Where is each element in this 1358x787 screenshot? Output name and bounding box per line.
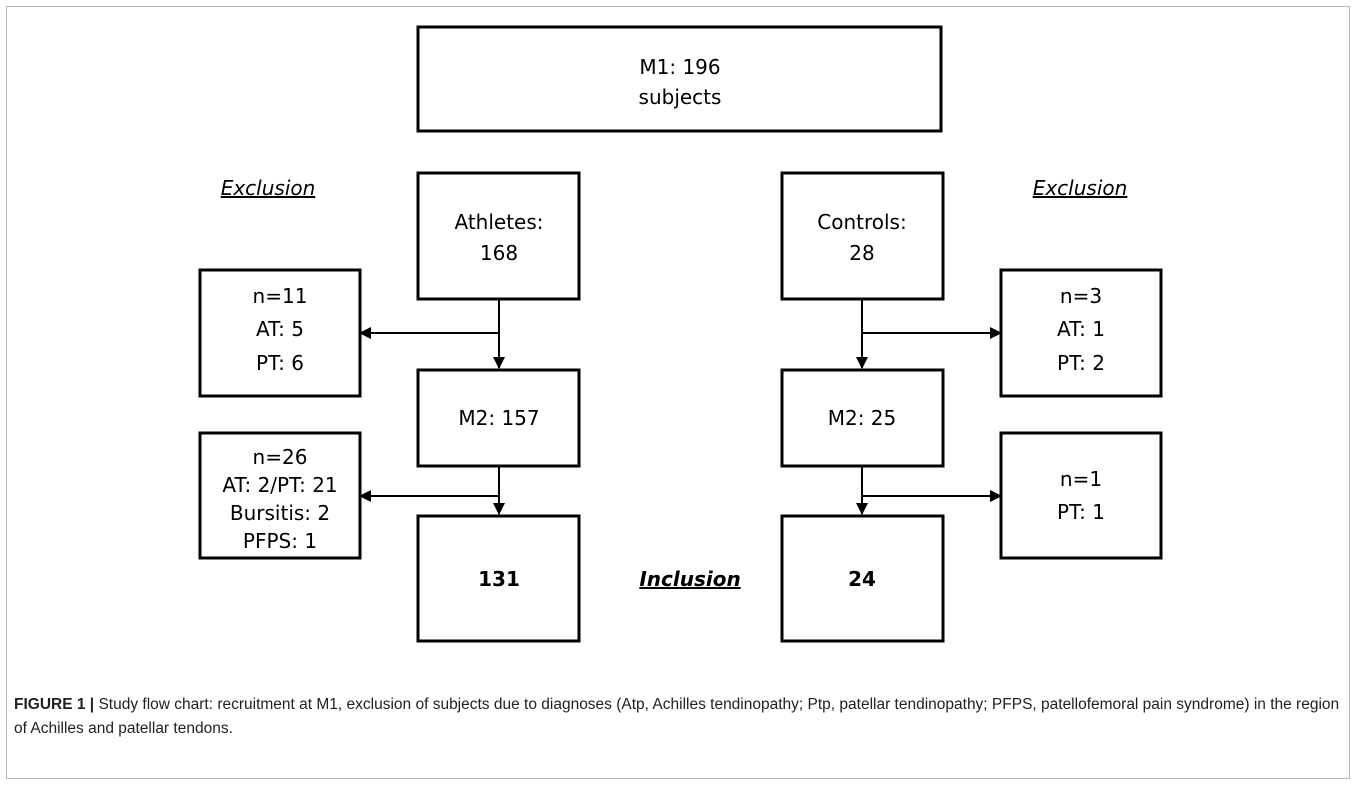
controls-excl1-line-3: PT: 2	[1057, 351, 1105, 375]
athletes-line-1: Athletes:	[454, 210, 543, 234]
controls-exclusion-1-box	[999, 268, 1163, 398]
athletes-box	[416, 171, 581, 301]
controls-line-1: Controls:	[817, 210, 906, 234]
athletes-excl1-line-2: AT: 5	[256, 317, 304, 341]
controls-excl2-line-1: n=1	[1060, 467, 1102, 491]
controls-m2-text: M2: 25	[828, 406, 897, 430]
athletes-excl2-line-1: n=26	[253, 445, 308, 469]
athletes-m2-text: M2: 157	[458, 406, 539, 430]
inclusion-label: Inclusion	[639, 567, 740, 591]
m1-box	[416, 25, 943, 133]
figure-label: FIGURE 1 |	[14, 696, 95, 713]
exclusion-label-right: Exclusion	[1033, 176, 1128, 200]
controls-exclusion-2-box	[999, 431, 1163, 560]
athletes-line-2: 168	[480, 241, 518, 265]
athletes-excl1-line-1: n=11	[253, 284, 308, 308]
athletes-exclusion-1-box	[198, 268, 362, 398]
athletes-excl2-line-4: PFPS: 1	[243, 529, 317, 553]
controls-final-text: 24	[848, 567, 876, 591]
athletes-final-text: 131	[478, 567, 520, 591]
athletes-excl2-line-2: AT: 2/PT: 21	[222, 473, 337, 497]
caption-text: Study flow chart: recruitment at M1, exc…	[14, 696, 1340, 737]
controls-final-box	[780, 514, 945, 643]
m1-line-2: subjects	[639, 85, 722, 109]
controls-excl2-line-2: PT: 1	[1057, 500, 1105, 524]
exclusion-label-left: Exclusion	[221, 176, 316, 200]
controls-excl1-line-2: AT: 1	[1057, 317, 1105, 341]
athletes-excl2-line-3: Bursitis: 2	[230, 501, 330, 525]
athletes-excl1-line-3: PT: 6	[256, 351, 304, 375]
controls-line-2: 28	[849, 241, 874, 265]
controls-box	[780, 171, 945, 301]
athletes-final-box	[416, 514, 581, 643]
athletes-exclusion-2-box	[198, 431, 362, 560]
controls-excl1-line-1: n=3	[1060, 284, 1102, 308]
m1-line-1: M1: 196	[639, 55, 720, 79]
figure-caption: FIGURE 1 | Study flow chart: recruitment…	[14, 693, 1344, 741]
flow-chart: M1: 196 subjects Athletes: 168 Controls:…	[198, 25, 1163, 643]
athletes-m2-box	[416, 368, 581, 468]
controls-m2-box	[780, 368, 945, 468]
